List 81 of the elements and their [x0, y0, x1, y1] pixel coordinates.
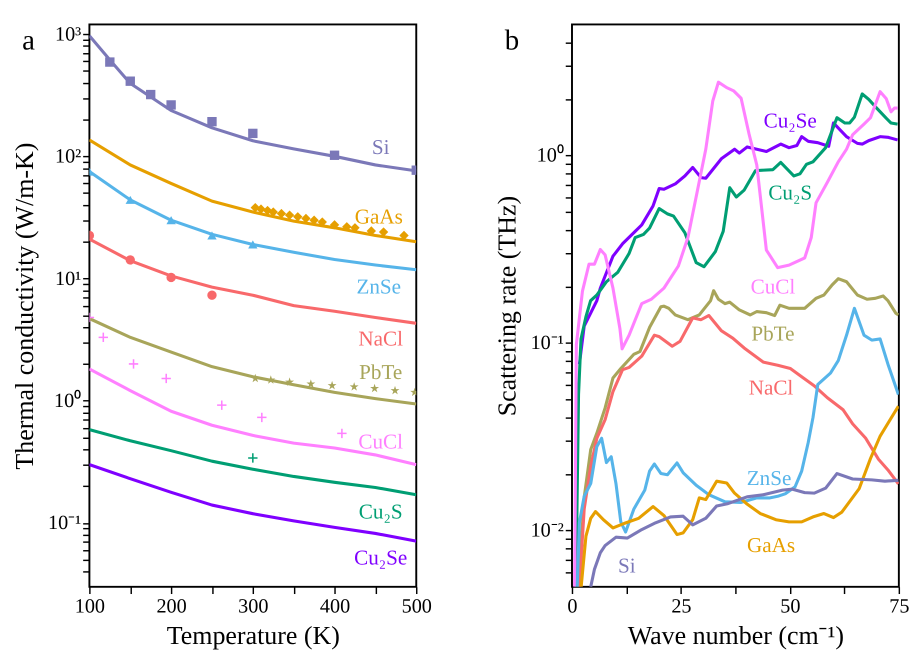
point	[146, 90, 156, 100]
point	[293, 212, 302, 222]
y-tick-label: 10⁻²	[530, 520, 564, 542]
x-tick-label: 50	[780, 595, 800, 618]
series-label: ZnSe	[746, 466, 792, 490]
series-label: CuCl	[358, 429, 404, 454]
point	[166, 272, 176, 282]
y-axis-title: Thermal conductivity (W/m-K)	[10, 142, 39, 470]
point	[166, 216, 176, 224]
y-tick-label: 10³	[55, 23, 82, 46]
line-series	[589, 472, 899, 587]
point	[330, 220, 340, 230]
point	[256, 412, 268, 423]
point	[285, 377, 294, 386]
x-tick-label: 300	[238, 595, 268, 618]
point	[247, 452, 258, 464]
x-axis-title: Wave number (cm⁻¹)	[628, 621, 844, 650]
point	[160, 373, 172, 384]
series-label: NaCl	[748, 376, 794, 400]
series-label: GaAs	[354, 204, 403, 228]
point	[328, 380, 337, 390]
series-label: Cu₂S	[768, 180, 812, 204]
point	[309, 216, 319, 225]
point	[98, 332, 109, 343]
series-label: GaAs	[746, 533, 796, 558]
point	[126, 255, 135, 265]
point	[207, 290, 217, 300]
point	[370, 384, 380, 392]
point	[216, 400, 228, 411]
point	[390, 386, 400, 394]
y-tick-label: 10⁰	[54, 388, 82, 412]
series-label: Si	[618, 553, 636, 578]
series-label: Cu₂Se	[354, 546, 408, 570]
chart-title: a	[22, 24, 36, 56]
point	[105, 57, 115, 67]
point	[248, 240, 258, 249]
point	[248, 128, 258, 138]
point	[350, 382, 359, 391]
y-tick-label: 10⁰	[536, 144, 564, 167]
point	[330, 150, 340, 160]
line-series	[580, 404, 899, 587]
y-tick-label: 10⁻¹	[530, 332, 564, 354]
series-label: Si	[372, 135, 390, 160]
point	[284, 210, 294, 220]
series-label: Cu₂Se	[764, 108, 817, 132]
x-tick-label: 0	[567, 595, 578, 618]
y-tick-label: 10¹	[55, 268, 82, 290]
series-label: PbTe	[359, 360, 402, 384]
series-label: ZnSe	[356, 274, 402, 299]
line-series	[89, 138, 416, 244]
point	[126, 196, 135, 204]
point	[268, 207, 278, 217]
point	[126, 76, 135, 86]
line-series	[89, 428, 416, 496]
x-tick-label: 500	[402, 595, 432, 618]
point	[207, 231, 217, 240]
line-series	[89, 463, 416, 543]
x-tick-label: 100	[74, 595, 106, 618]
series-label: NaCl	[358, 326, 404, 351]
chart-title: b	[504, 24, 520, 56]
x-tick-label: 200	[156, 595, 187, 618]
point	[336, 428, 348, 439]
point	[166, 100, 176, 110]
point	[256, 204, 266, 214]
point	[207, 117, 217, 126]
point	[276, 208, 286, 218]
point	[128, 358, 139, 370]
x-tick-label: 400	[320, 595, 350, 618]
y-axis-title: Scattering rate (THz)	[492, 196, 522, 416]
y-tick-label: 10²	[55, 146, 82, 168]
point	[306, 379, 316, 388]
series-label: Cu₂S	[358, 500, 403, 524]
x-axis-title: Temperature (K)	[166, 621, 340, 650]
series-label: PbTe	[751, 322, 794, 346]
x-tick-label: 25	[671, 595, 692, 618]
series-label: CuCl	[750, 274, 796, 299]
y-tick-label: 10⁻¹	[48, 512, 82, 534]
line-series	[89, 317, 416, 406]
point	[378, 227, 388, 237]
x-tick-label: 75	[889, 595, 910, 618]
point	[301, 214, 311, 224]
